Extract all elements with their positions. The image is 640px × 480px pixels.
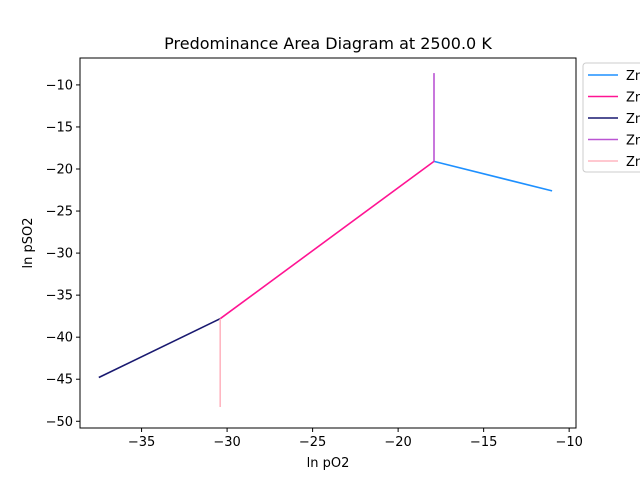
plot-area (80, 58, 576, 428)
legend-label-3: Zn (626, 134, 640, 149)
legend-label-4: Zn (626, 155, 640, 170)
x-tick-label: −20 (384, 435, 411, 450)
chart-title: Predominance Area Diagram at 2500.0 K (164, 34, 492, 53)
x-tick-label: −15 (470, 435, 497, 450)
series-line-0 (433, 160, 553, 192)
y-tick-label: −25 (46, 205, 73, 220)
x-tick-label: −35 (128, 435, 155, 450)
y-tick-label: −40 (46, 331, 73, 346)
x-tick-label: −10 (555, 435, 582, 450)
legend-label-1: Zn (626, 91, 640, 106)
legend-label-2: Zn (626, 112, 640, 127)
y-tick-label: −50 (46, 415, 73, 430)
y-tick-label: −20 (46, 163, 73, 178)
y-tick-label: −15 (46, 120, 73, 135)
y-axis-label: ln pSO2 (21, 218, 36, 269)
series-line-1 (219, 160, 435, 320)
plot-frame (79, 57, 577, 429)
y-tick-label: −45 (46, 373, 73, 388)
legend-label-0: Zn (626, 69, 640, 84)
legend: Zn Zn Zn Zn Zn (582, 62, 640, 173)
y-tick-label: −35 (46, 289, 73, 304)
y-tick-label: −10 (46, 78, 73, 93)
x-axis-label: ln pO2 (307, 456, 350, 471)
x-axis-ticks: −35 −30 −25 −20 −15 −10 (128, 428, 583, 450)
x-tick-label: −25 (299, 435, 326, 450)
y-axis-ticks: −10 −15 −20 −25 −30 −35 −40 −45 −50 (46, 78, 80, 430)
series-layer (98, 73, 553, 407)
x-tick-label: −30 (213, 435, 240, 450)
y-tick-label: −30 (46, 247, 73, 262)
series-line-2 (98, 317, 221, 379)
